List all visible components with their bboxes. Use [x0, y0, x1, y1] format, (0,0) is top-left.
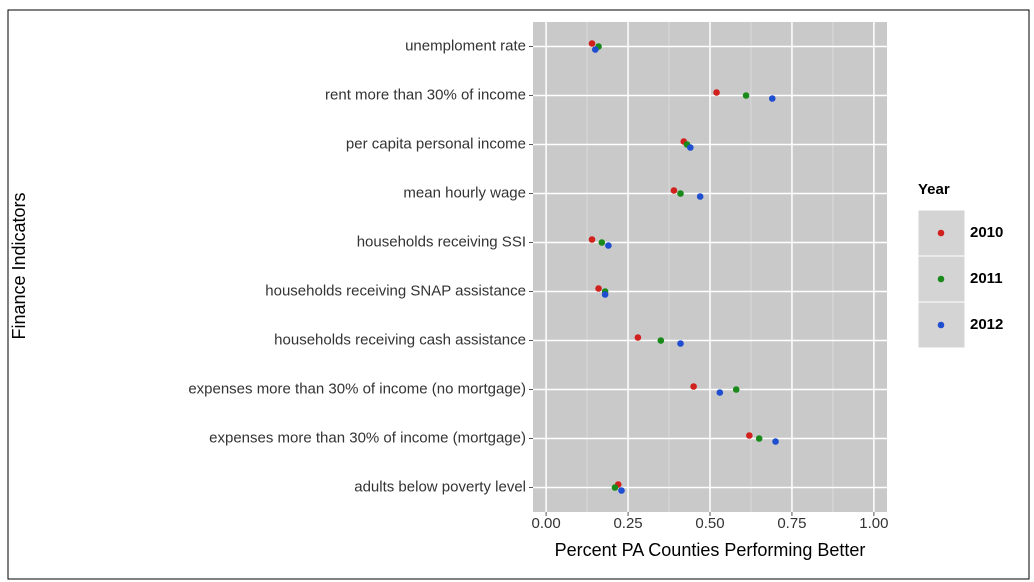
legend-marker	[937, 229, 945, 237]
point	[677, 190, 684, 197]
point	[696, 193, 704, 200]
legend-title: Year	[918, 181, 950, 198]
point	[772, 438, 779, 445]
y-tick-label: rent more than 30% of income	[325, 86, 526, 103]
point	[742, 92, 750, 99]
x-tick-label: 0.25	[613, 515, 642, 532]
point	[732, 386, 740, 393]
point	[690, 383, 697, 390]
point	[670, 187, 678, 194]
x-tick-label: 1.00	[859, 515, 888, 532]
x-tick-label: 0.00	[532, 515, 561, 532]
y-tick-label: adults below poverty level	[354, 478, 526, 495]
legend-marker	[937, 275, 945, 283]
point	[755, 435, 763, 442]
y-tick-label: households receiving cash assistance	[274, 331, 526, 348]
point	[768, 95, 776, 102]
point	[598, 239, 606, 246]
x-axis-title: Percent PA Counties Performing Better	[555, 540, 866, 560]
legend-label: 2011	[970, 270, 1003, 287]
y-axis-title: Finance Indicators	[9, 192, 29, 339]
point	[713, 89, 720, 96]
legend-label: 2010	[970, 224, 1003, 241]
point	[588, 40, 596, 47]
point	[591, 46, 599, 53]
point	[634, 334, 642, 341]
legend-marker	[937, 321, 945, 329]
point	[746, 432, 753, 439]
point	[595, 285, 602, 292]
y-tick-label: per capita personal income	[346, 135, 526, 152]
point	[657, 337, 665, 344]
x-tick-label: 0.50	[695, 515, 724, 532]
y-tick-label: expenses more than 30% of income (mortga…	[209, 429, 526, 446]
point	[588, 236, 596, 243]
x-tick-label: 0.75	[777, 515, 806, 532]
legend-label: 2012	[970, 316, 1003, 333]
y-tick-label: mean hourly wage	[403, 184, 526, 201]
y-tick-label: households receiving SSI	[357, 233, 526, 250]
y-tick-label: expenses more than 30% of income (no mor…	[188, 380, 526, 397]
point	[677, 340, 684, 347]
y-tick-label: households receiving SNAP assistance	[265, 282, 526, 299]
point	[605, 242, 612, 249]
point	[687, 144, 694, 151]
point	[716, 389, 724, 396]
point	[611, 484, 619, 491]
point	[601, 291, 609, 298]
point	[618, 487, 625, 494]
y-tick-label: unemploment rate	[405, 37, 526, 54]
